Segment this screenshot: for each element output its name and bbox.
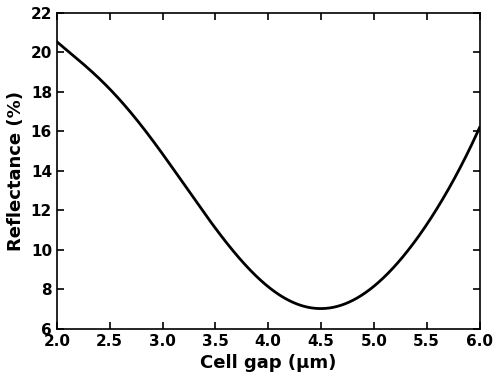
Y-axis label: Reflectance (%): Reflectance (%) [7, 91, 25, 251]
X-axis label: Cell gap (μm): Cell gap (μm) [200, 354, 336, 372]
